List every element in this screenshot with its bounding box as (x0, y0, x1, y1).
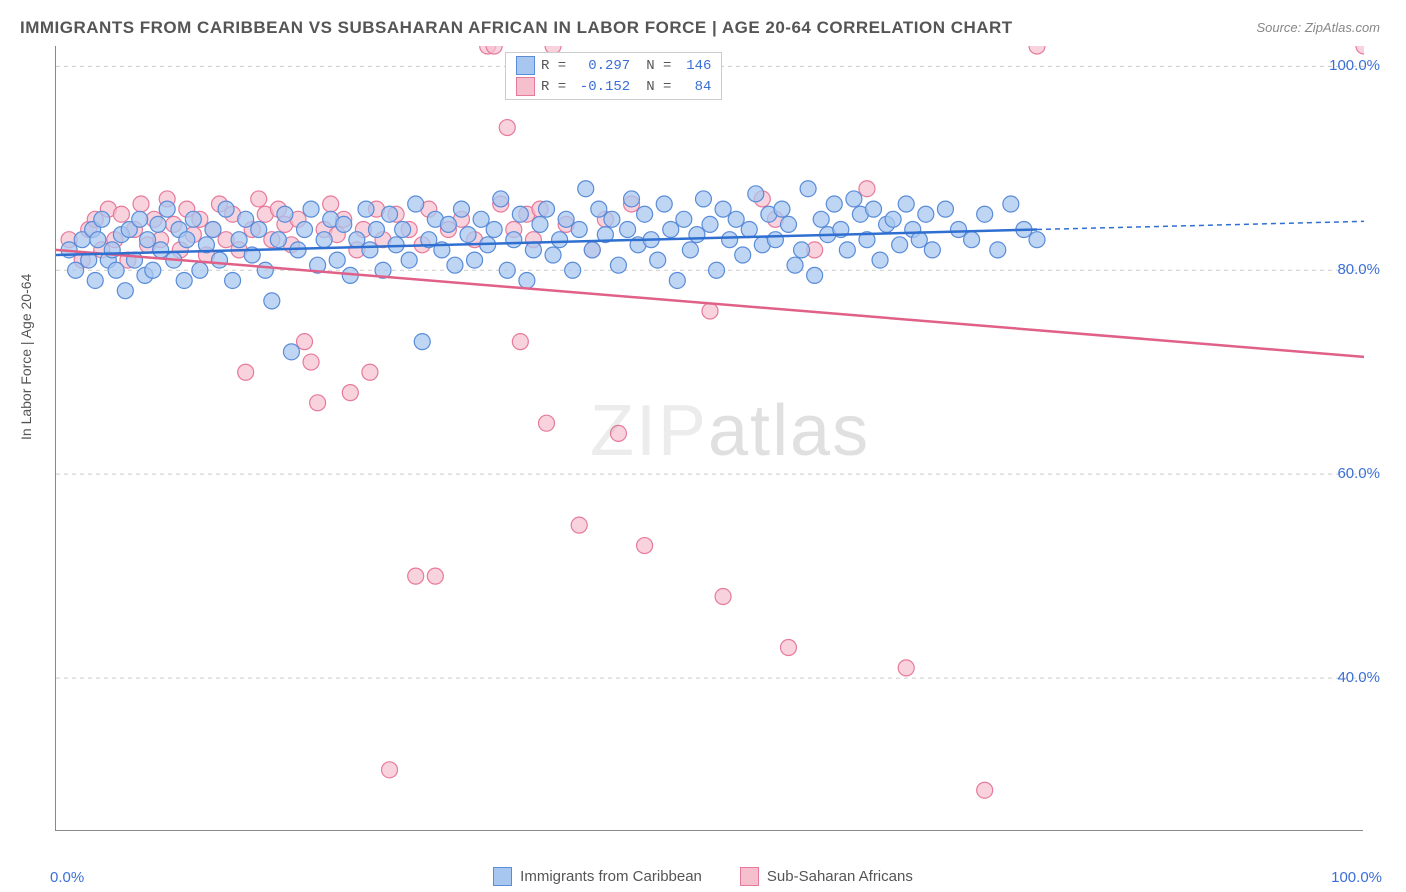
chart-title: IMMIGRANTS FROM CARIBBEAN VS SUBSAHARAN … (20, 18, 1013, 38)
legend-label-caribbean: Immigrants from Caribbean (520, 868, 702, 885)
legend-item-caribbean: Immigrants from Caribbean (493, 867, 702, 886)
swatch-subsaharan (740, 867, 759, 886)
swatch-caribbean (493, 867, 512, 886)
legend-bottom: Immigrants from Caribbean Sub-Saharan Af… (0, 867, 1406, 886)
correlation-legend: R = 0.297 N = 146 R = -0.152 N = 84 (505, 52, 722, 100)
y-tick-label: 100.0% (1329, 57, 1380, 74)
correlation-row-2: R = -0.152 N = 84 (506, 76, 721, 97)
y-tick-label: 40.0% (1337, 669, 1380, 686)
watermark: ZIPatlas (590, 390, 870, 472)
x-tick-0: 0.0% (50, 869, 84, 886)
x-tick-100: 100.0% (1331, 869, 1382, 886)
source-attribution: Source: ZipAtlas.com (1256, 20, 1380, 35)
y-tick-label: 80.0% (1337, 261, 1380, 278)
legend-label-subsaharan: Sub-Saharan Africans (767, 868, 913, 885)
correlation-row-1: R = 0.297 N = 146 (506, 55, 721, 76)
swatch-subsaharan-top (516, 77, 535, 96)
legend-item-subsaharan: Sub-Saharan Africans (740, 867, 913, 886)
y-tick-label: 60.0% (1337, 465, 1380, 482)
y-axis-label: In Labor Force | Age 20-64 (18, 274, 34, 440)
swatch-caribbean-top (516, 56, 535, 75)
